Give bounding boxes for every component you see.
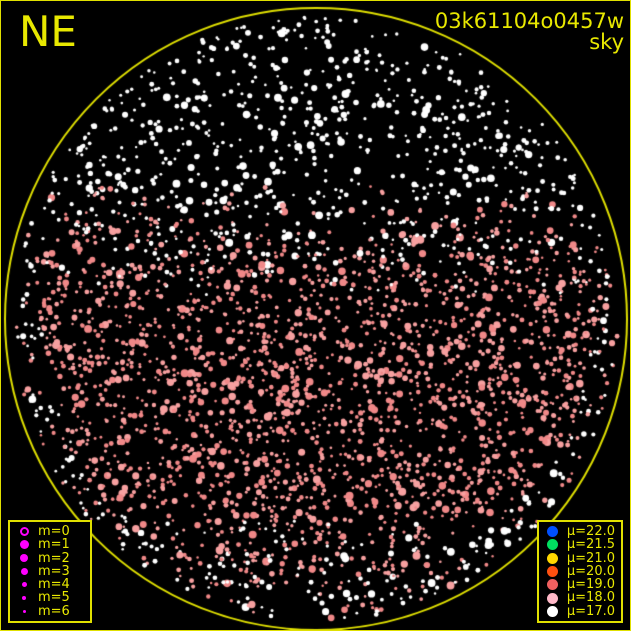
magnitude-label: m=1 (38, 537, 70, 553)
brightness-swatch-icon (545, 605, 561, 617)
magnitude-label: m=0 (38, 523, 70, 539)
brightness-legend-item: μ=17.0 (545, 603, 615, 619)
brightness-swatch-icon (545, 579, 561, 591)
brightness-legend-item: μ=20.0 (545, 565, 615, 578)
magnitude-label: m=3 (38, 563, 70, 579)
brightness-swatch-icon (545, 552, 561, 564)
magnitude-legend-item: m=5 (16, 590, 84, 606)
brightness-legend-item: μ=21.0 (545, 550, 615, 566)
magnitude-legend-item: m=4 (16, 578, 84, 591)
brightness-label: μ=22.0 (566, 523, 615, 539)
magnitude-marker-icon (16, 540, 32, 550)
brightness-legend-item: μ=19.0 (545, 578, 615, 591)
magnitude-legend-item: m=0 (16, 525, 84, 538)
magnitude-label: m=2 (38, 550, 70, 566)
brightness-label: μ=18.0 (566, 590, 615, 606)
brightness-label: μ=21.0 (566, 550, 615, 566)
image-id: 03k61104o0457w (434, 9, 624, 33)
magnitude-legend-item: m=6 (16, 603, 84, 619)
direction-label: NE (19, 7, 77, 56)
brightness-label: μ=20.0 (566, 563, 615, 579)
brightness-label: μ=17.0 (566, 603, 615, 619)
magnitude-legend: m=0 m=1 m=2 m=3 m=4 m=5 m=6 (8, 519, 92, 623)
magnitude-label: m=5 (38, 590, 70, 606)
image-type: sky (589, 30, 624, 54)
brightness-legend-item: μ=22.0 (545, 525, 615, 538)
magnitude-legend-item: m=2 (16, 550, 84, 566)
magnitude-marker-icon (16, 554, 32, 563)
brightness-legend-item: μ=18.0 (545, 590, 615, 606)
brightness-legend-item: μ=21.5 (545, 537, 615, 553)
brightness-swatch-icon (545, 539, 561, 551)
brightness-label: μ=19.0 (566, 577, 615, 593)
surface-brightness-legend: μ=22.0 μ=21.5 μ=21.0 μ=20.0 μ=19.0 μ=18.0 μ=17… (537, 519, 623, 623)
magnitude-marker-icon (16, 596, 32, 601)
magnitude-marker-icon (16, 567, 32, 575)
brightness-swatch-icon (545, 526, 561, 538)
brightness-label: μ=21.5 (566, 537, 615, 553)
image-title: 03k61104o0457w sky (435, 11, 624, 53)
magnitude-legend-item: m=3 (16, 565, 84, 578)
magnitude-label: m=6 (38, 603, 70, 619)
magnitude-legend-item: m=1 (16, 537, 84, 553)
brightness-swatch-icon (545, 565, 561, 577)
brightness-swatch-icon (545, 592, 561, 604)
magnitude-label: m=4 (38, 577, 70, 593)
magnitude-marker-icon (16, 527, 32, 537)
magnitude-marker-icon (16, 582, 32, 588)
magnitude-marker-icon (16, 609, 32, 613)
